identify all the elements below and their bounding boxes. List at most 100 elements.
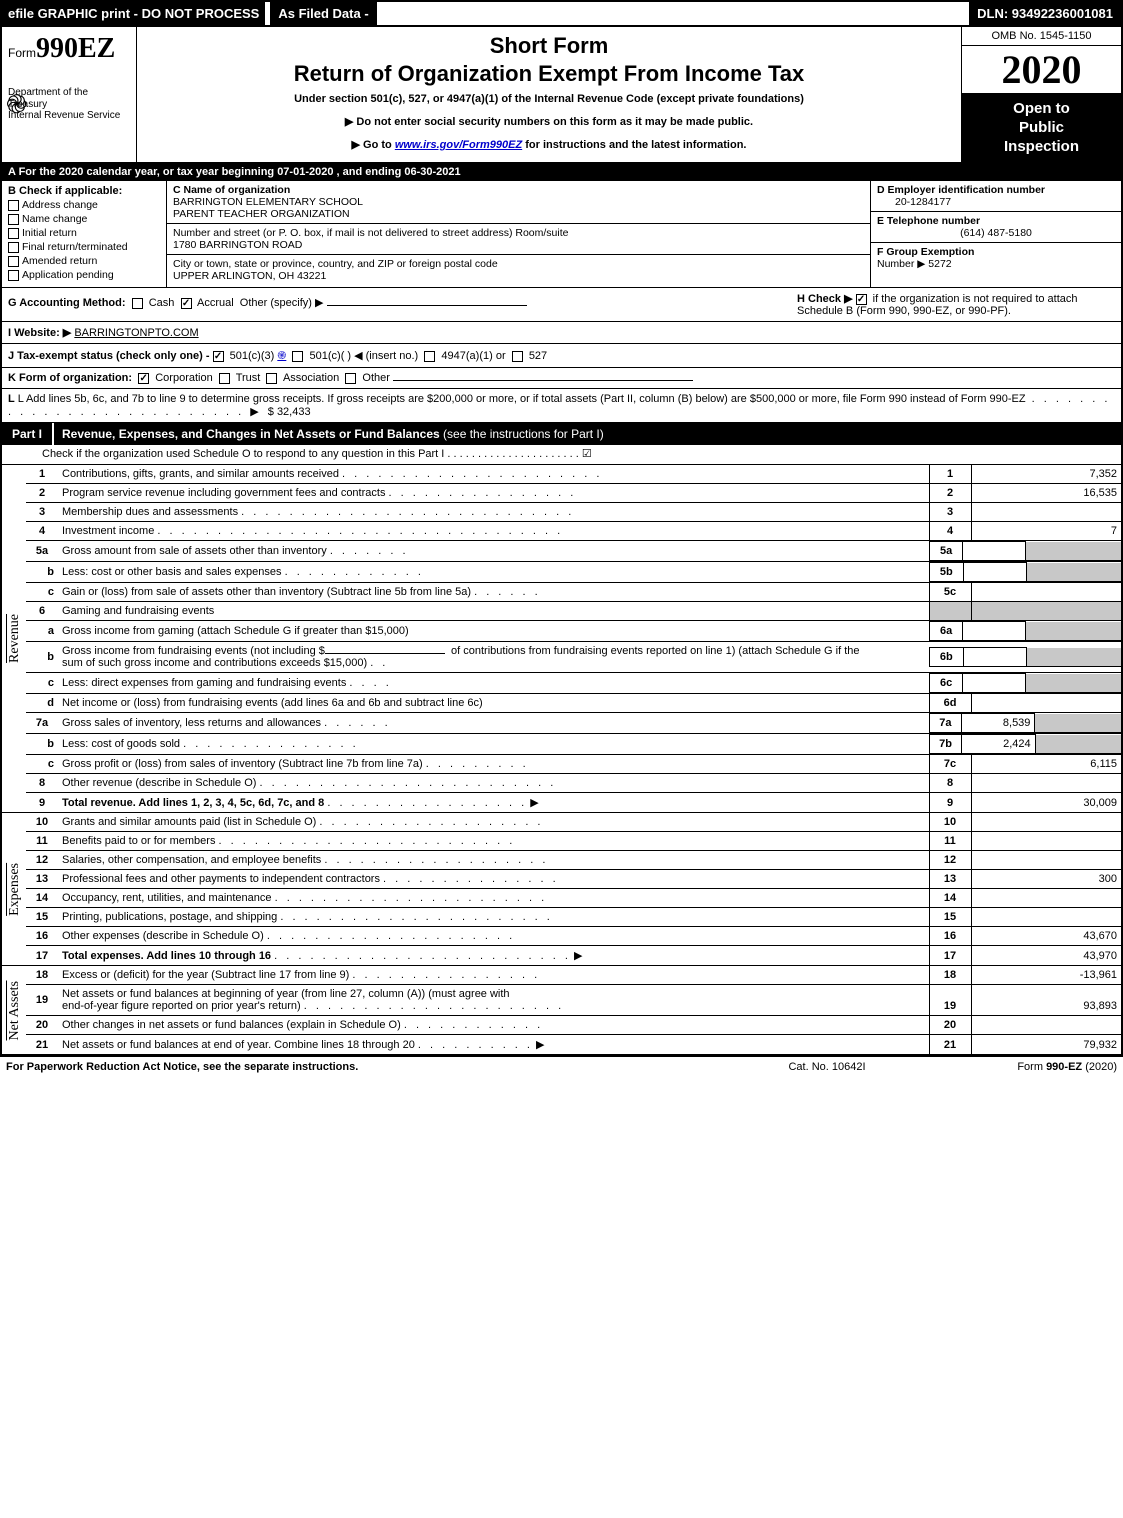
expenses-section: Expenses 10Grants and similar amounts pa… xyxy=(2,813,1121,966)
revenue-side-label: Revenue xyxy=(2,465,26,813)
line-1: 1Contributions, gifts, grants, and simil… xyxy=(26,465,1121,484)
label-f2: Number ▶ xyxy=(877,258,925,270)
row-k: K Form of organization: Corporation Trus… xyxy=(2,368,1121,389)
line-6a: a Gross income from gaming (attach Sched… xyxy=(26,621,1121,642)
line-9: 9Total revenue. Add lines 1, 2, 3, 4, 5c… xyxy=(26,793,1121,813)
label-g: G Accounting Method: xyxy=(8,297,126,309)
checkbox-icon[interactable] xyxy=(8,270,19,281)
line-17: 17Total expenses. Add lines 10 through 1… xyxy=(26,946,1121,966)
city-block: City or town, state or province, country… xyxy=(167,255,870,285)
label-c-city: City or town, state or province, country… xyxy=(173,258,864,270)
tax-year: 2020 xyxy=(962,46,1121,94)
checkbox-trust[interactable] xyxy=(219,373,230,384)
title-center: Short Form Return of Organization Exempt… xyxy=(137,27,961,162)
short-form-heading: Short Form xyxy=(147,33,951,59)
revenue-section: Revenue 1Contributions, gifts, grants, a… xyxy=(2,465,1121,813)
checkbox-icon[interactable] xyxy=(8,256,19,267)
col-b: B Check if applicable: Address change Na… xyxy=(2,181,167,287)
expenses-table: 10Grants and similar amounts paid (list … xyxy=(26,813,1121,966)
topbar: efile GRAPHIC print - DO NOT PROCESS As … xyxy=(2,2,1121,27)
netassets-table: 18Excess or (deficit) for the year (Subt… xyxy=(26,966,1121,1055)
checkbox-icon[interactable] xyxy=(8,214,19,225)
line-6b: b Gross income from fundraising events (… xyxy=(26,642,1121,673)
title-row: Form990EZ ֎ Department of the Treasury I… xyxy=(2,27,1121,163)
as-filed-label: As Filed Data - xyxy=(269,2,376,25)
dln-label: DLN: 93492236001081 xyxy=(969,2,1121,25)
line-a: A For the 2020 calendar year, or tax yea… xyxy=(2,163,1121,181)
checkbox-501c3[interactable] xyxy=(213,351,224,362)
checkbox-527[interactable] xyxy=(512,351,523,362)
line-6d: dNet income or (loss) from fundraising e… xyxy=(26,694,1121,713)
row-j: J Tax-exempt status (check only one) - 5… xyxy=(2,344,1121,368)
title-right: OMB No. 1545-1150 2020 Open to Public In… xyxy=(961,27,1121,162)
line-21: 21Net assets or fund balances at end of … xyxy=(26,1035,1121,1055)
checkbox-cash[interactable] xyxy=(132,298,143,309)
city: UPPER ARLINGTON, OH 43221 xyxy=(173,270,864,282)
expenses-side-label: Expenses xyxy=(2,813,26,966)
line-13: 13Professional fees and other payments t… xyxy=(26,870,1121,889)
form-number: Form990EZ xyxy=(8,33,132,65)
l-value: $ 32,433 xyxy=(268,406,311,418)
ein-block: D Employer identification number 20-1284… xyxy=(871,181,1121,212)
label-i: I Website: ▶ xyxy=(8,327,71,339)
schedule-link-icon[interactable]: ֎ xyxy=(277,350,286,362)
checkbox-icon[interactable] xyxy=(8,228,19,239)
label-j: J Tax-exempt status (check only one) - xyxy=(8,350,213,362)
line-15: 15Printing, publications, postage, and s… xyxy=(26,908,1121,927)
arrow-icon: ▶ xyxy=(530,797,538,809)
part-i-tag: Part I xyxy=(2,423,54,445)
arrow-icon: ▶ xyxy=(536,1039,544,1051)
line-5b: b Less: cost or other basis and sales ex… xyxy=(26,562,1121,583)
col-c: C Name of organization BARRINGTON ELEMEN… xyxy=(167,181,871,287)
row-l: L L Add lines 5b, 6c, and 7b to line 9 t… xyxy=(2,389,1121,423)
checkbox-other[interactable] xyxy=(345,373,356,384)
checkbox-icon[interactable] xyxy=(8,200,19,211)
chk-name-change: Name change xyxy=(8,213,160,225)
line-8: 8Other revenue (describe in Schedule O) … xyxy=(26,774,1121,793)
phone-block: E Telephone number (614) 487-5180 xyxy=(871,212,1121,243)
org-name-block: C Name of organization BARRINGTON ELEMEN… xyxy=(167,181,870,224)
goto-line: ▶ Go to www.irs.gov/Form990EZ for instru… xyxy=(147,138,951,151)
checkbox-icon[interactable] xyxy=(8,242,19,253)
part-i-title: Revenue, Expenses, and Changes in Net As… xyxy=(54,423,612,445)
chk-final-return: Final return/terminated xyxy=(8,241,160,253)
row-i: I Website: ▶ BARRINGTONPTO.COM xyxy=(2,322,1121,344)
revenue-table: 1Contributions, gifts, grants, and simil… xyxy=(26,465,1121,813)
checkbox-4947[interactable] xyxy=(424,351,435,362)
chk-initial-return: Initial return xyxy=(8,227,160,239)
checkbox-association[interactable] xyxy=(266,373,277,384)
line-10: 10Grants and similar amounts paid (list … xyxy=(26,813,1121,832)
chk-address-change: Address change xyxy=(8,199,160,211)
ein-value: 20-1284177 xyxy=(877,196,1115,208)
chk-application-pending: Application pending xyxy=(8,269,160,281)
title-left: Form990EZ ֎ Department of the Treasury I… xyxy=(2,27,137,162)
col-def: D Employer identification number 20-1284… xyxy=(871,181,1121,287)
form-990ez: 990EZ xyxy=(36,33,115,64)
irs-link[interactable]: www.irs.gov/Form990EZ xyxy=(395,139,522,151)
checkbox-501c[interactable] xyxy=(292,351,303,362)
line-16: 16Other expenses (describe in Schedule O… xyxy=(26,927,1121,946)
line-14: 14Occupancy, rent, utilities, and mainte… xyxy=(26,889,1121,908)
checkbox-corporation[interactable] xyxy=(138,373,149,384)
label-d: D Employer identification number xyxy=(877,184,1115,196)
phone-value: (614) 487-5180 xyxy=(877,227,1115,239)
line-7b: b Less: cost of goods sold . . . . . . .… xyxy=(26,734,1121,755)
form-page: efile GRAPHIC print - DO NOT PROCESS As … xyxy=(0,0,1123,1057)
line-6: 6Gaming and fundraising events xyxy=(26,602,1121,621)
open-line1: Open to xyxy=(966,100,1117,119)
line-7c: cGross profit or (loss) from sales of in… xyxy=(26,755,1121,774)
checkbox-accrual[interactable] xyxy=(181,298,192,309)
arrow-icon: ▶ xyxy=(574,950,582,962)
org-name-1: BARRINGTON ELEMENTARY SCHOOL xyxy=(173,196,864,208)
line-4: 4Investment income . . . . . . . . . . .… xyxy=(26,522,1121,541)
line-3: 3Membership dues and assessments . . . .… xyxy=(26,503,1121,522)
line-5c: cGain or (loss) from sale of assets othe… xyxy=(26,583,1121,602)
main-title: Return of Organization Exempt From Incom… xyxy=(147,61,951,87)
line-18: 18Excess or (deficit) for the year (Subt… xyxy=(26,966,1121,985)
checkbox-h[interactable] xyxy=(856,294,867,305)
subtitle: Under section 501(c), 527, or 4947(a)(1)… xyxy=(147,93,951,105)
warning-line: ▶ Do not enter social security numbers o… xyxy=(147,115,951,128)
chk-amended-return: Amended return xyxy=(8,255,160,267)
part-i-header: Part I Revenue, Expenses, and Changes in… xyxy=(2,423,1121,445)
label-e: E Telephone number xyxy=(877,215,1115,227)
